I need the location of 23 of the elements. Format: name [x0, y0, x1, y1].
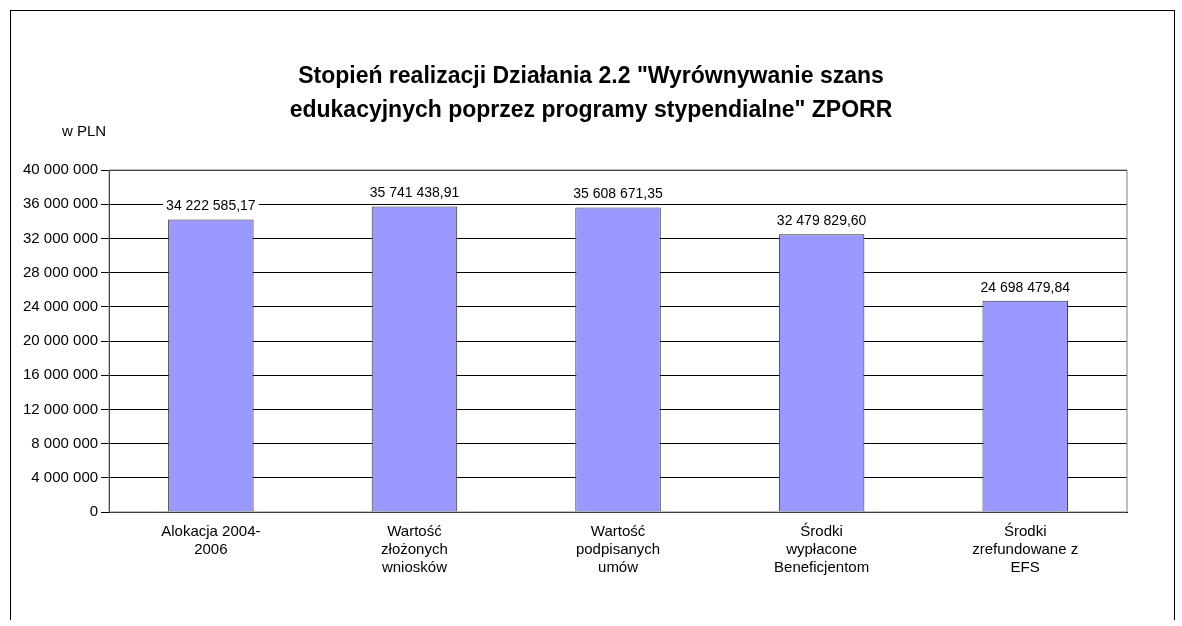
data-label: 24 698 479,84 [980, 278, 1071, 295]
x-tick-label: Wartość złożonych wniosków [380, 522, 448, 576]
y-tick-label: 24 000 000 [23, 296, 99, 314]
y-tick-label: 8 000 000 [31, 433, 99, 451]
x-tick-label: Środki zrefundowane z EFS [972, 522, 1079, 576]
data-label: 32 479 829,60 [776, 212, 867, 229]
data-label: 34 222 585,17 [166, 197, 256, 214]
data-label: 35 608 671,35 [573, 185, 664, 202]
y-tick-label: 36 000 000 [23, 194, 99, 212]
y-tick-label: 4 000 000 [31, 467, 99, 485]
y-tick-label: 32 000 000 [23, 228, 99, 246]
x-tick-label: Środki wypłacone Beneficjentom [774, 522, 870, 576]
y-tick-label: 40 000 000 [23, 160, 99, 178]
chart-title: Stopień realizacji Działania 2.2 "Wyrównywanie szans edukacyjnych poprzez programy stypendialne" ZPORR [289, 62, 893, 122]
y-tick-label: 0 [89, 502, 99, 520]
y-tick-label: 28 000 000 [23, 262, 99, 280]
y-tick-label: 12 000 000 [23, 399, 99, 417]
data-label: 35 741 438,91 [369, 184, 460, 201]
y-tick-label: 20 000 000 [23, 331, 99, 349]
x-tick-label: Alokacja 2004- 2006 [161, 522, 261, 558]
x-tick-label: Wartość podpisanych umów [575, 522, 661, 576]
y-tick-label: 16 000 000 [23, 365, 99, 383]
y-axis-title: w PLN [62, 122, 107, 139]
